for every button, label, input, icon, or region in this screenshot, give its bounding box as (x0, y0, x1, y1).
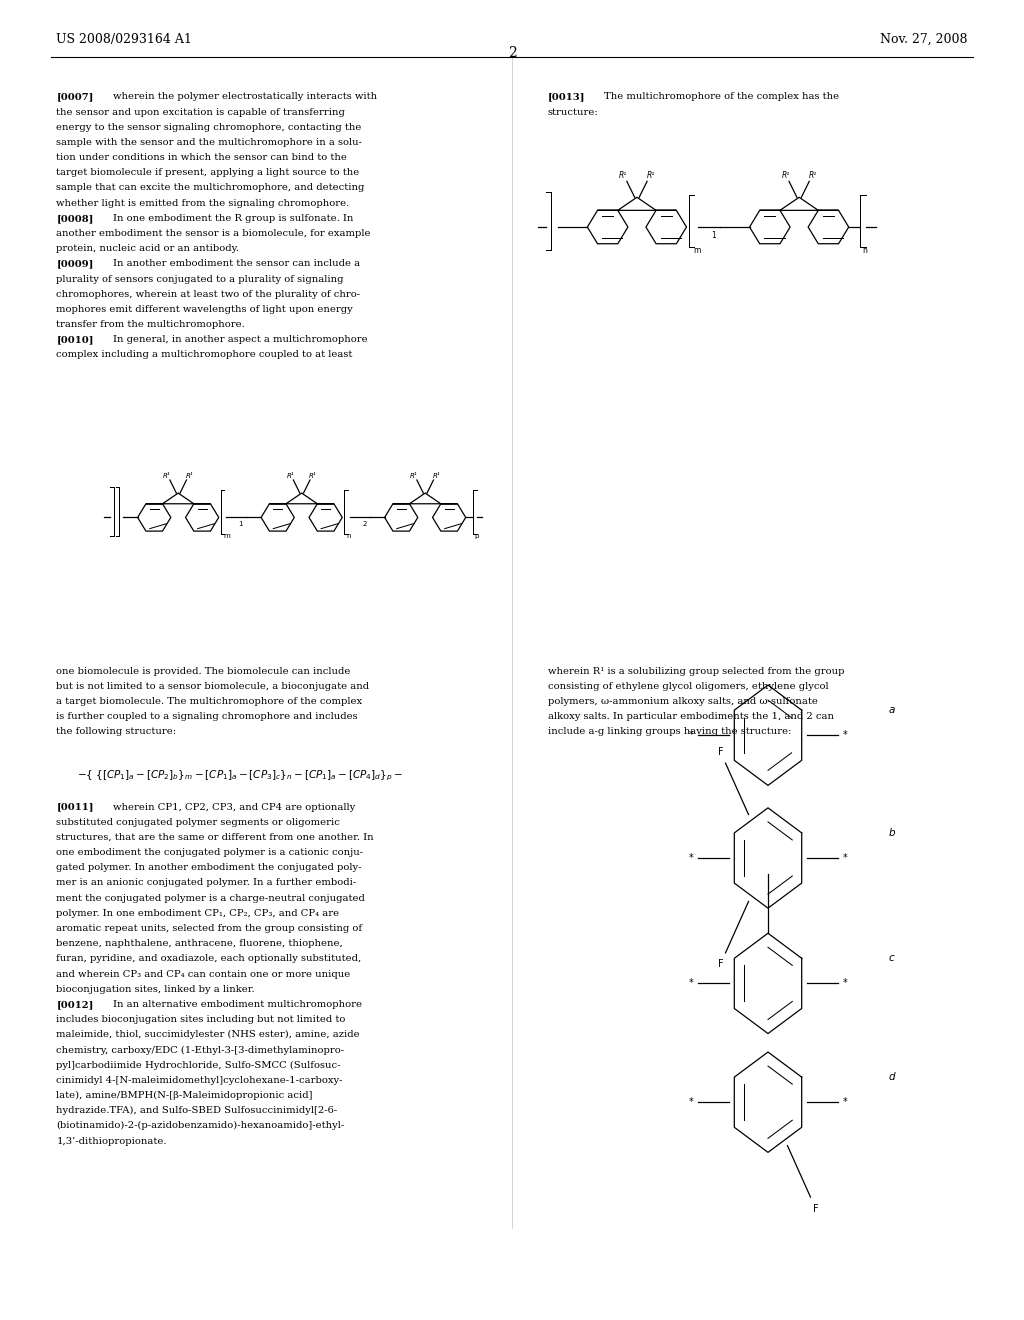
Text: target biomolecule if present, applying a light source to the: target biomolecule if present, applying … (56, 168, 359, 177)
Text: [0009]: [0009] (56, 259, 93, 268)
Text: bioconjugation sites, linked by a linker.: bioconjugation sites, linked by a linker… (56, 985, 255, 994)
Text: maleimide, thiol, succimidylester (NHS ester), amine, azide: maleimide, thiol, succimidylester (NHS e… (56, 1030, 360, 1039)
Text: F: F (718, 960, 723, 969)
Text: m: m (223, 533, 230, 539)
Text: structure:: structure: (548, 107, 599, 116)
Text: and wherein CP₃ and CP₄ can contain one or more unique: and wherein CP₃ and CP₄ can contain one … (56, 969, 350, 978)
Text: benzene, naphthalene, anthracene, fluorene, thiophene,: benzene, naphthalene, anthracene, fluore… (56, 940, 343, 948)
Text: 1: 1 (239, 521, 243, 527)
Text: *: * (843, 1097, 848, 1107)
Text: sample that can excite the multichromophore, and detecting: sample that can excite the multichromoph… (56, 183, 365, 193)
Text: R¹: R¹ (163, 473, 171, 479)
Text: R¹: R¹ (809, 170, 817, 180)
Text: hydrazide.TFA), and Sulfo-SBED Sulfosuccinimidyl[2-6-: hydrazide.TFA), and Sulfo-SBED Sulfosucc… (56, 1106, 338, 1115)
Text: pyl]carbodiimide Hydrochloride, Sulfo-SMCC (Sulfosuc-: pyl]carbodiimide Hydrochloride, Sulfo-SM… (56, 1061, 341, 1069)
Text: In an alternative embodiment multichromophore: In an alternative embodiment multichromo… (113, 1001, 361, 1008)
Text: R¹: R¹ (646, 170, 654, 180)
Text: a: a (889, 705, 895, 715)
Text: polymers, ω-ammonium alkoxy salts, and ω-sulfonate: polymers, ω-ammonium alkoxy salts, and ω… (548, 697, 818, 706)
Text: R¹: R¹ (781, 170, 790, 180)
Text: R¹: R¹ (185, 473, 194, 479)
Text: [0008]: [0008] (56, 214, 93, 223)
Text: In one embodiment the R group is sulfonate. In: In one embodiment the R group is sulfona… (113, 214, 353, 223)
Text: R¹: R¹ (620, 170, 628, 180)
Text: (biotinamido)-2-(p-azidobenzamido)-hexanoamido]-ethyl-: (biotinamido)-2-(p-azidobenzamido)-hexan… (56, 1121, 344, 1130)
Text: In another embodiment the sensor can include a: In another embodiment the sensor can inc… (113, 259, 359, 268)
Text: *: * (843, 853, 848, 863)
Text: *: * (843, 978, 848, 989)
Text: [0007]: [0007] (56, 92, 93, 102)
Text: mophores emit different wavelengths of light upon energy: mophores emit different wavelengths of l… (56, 305, 353, 314)
Text: *: * (688, 1097, 693, 1107)
Text: R¹: R¹ (411, 473, 418, 479)
Text: R¹: R¹ (287, 473, 295, 479)
Text: m: m (693, 246, 700, 255)
Text: *: * (688, 978, 693, 989)
Text: chromophores, wherein at least two of the plurality of chro-: chromophores, wherein at least two of th… (56, 289, 360, 298)
Text: US 2008/0293164 A1: US 2008/0293164 A1 (56, 33, 193, 46)
Text: complex including a multichromophore coupled to at least: complex including a multichromophore cou… (56, 350, 352, 359)
Text: chemistry, carboxy/EDC (1-Ethyl-3-[3-dimethylaminopro-: chemistry, carboxy/EDC (1-Ethyl-3-[3-dim… (56, 1045, 344, 1055)
Text: c: c (889, 953, 895, 964)
Text: In general, in another aspect a multichromophore: In general, in another aspect a multichr… (113, 335, 368, 345)
Text: tion under conditions in which the sensor can bind to the: tion under conditions in which the senso… (56, 153, 347, 162)
Text: R¹: R¹ (309, 473, 316, 479)
Text: aromatic repeat units, selected from the group consisting of: aromatic repeat units, selected from the… (56, 924, 362, 933)
Text: [0010]: [0010] (56, 335, 94, 345)
Text: Nov. 27, 2008: Nov. 27, 2008 (881, 33, 968, 46)
Text: 2: 2 (508, 46, 516, 61)
Text: a target biomolecule. The multichromophore of the complex: a target biomolecule. The multichromopho… (56, 697, 362, 706)
Text: *: * (688, 730, 693, 741)
Text: b: b (889, 828, 895, 838)
Text: the following structure:: the following structure: (56, 727, 176, 737)
Text: one embodiment the conjugated polymer is a cationic conju-: one embodiment the conjugated polymer is… (56, 847, 364, 857)
Text: is further coupled to a signaling chromophore and includes: is further coupled to a signaling chromo… (56, 713, 358, 721)
Text: mer is an anionic conjugated polymer. In a further embodi-: mer is an anionic conjugated polymer. In… (56, 879, 356, 887)
Text: R¹: R¹ (432, 473, 440, 479)
Text: F: F (718, 747, 723, 756)
Text: *: * (688, 853, 693, 863)
Text: [0012]: [0012] (56, 1001, 93, 1008)
Text: the sensor and upon excitation is capable of transferring: the sensor and upon excitation is capabl… (56, 107, 345, 116)
Text: another embodiment the sensor is a biomolecule, for example: another embodiment the sensor is a biomo… (56, 228, 371, 238)
Text: 2: 2 (362, 521, 367, 527)
Text: *: * (843, 730, 848, 741)
Text: sample with the sensor and the multichromophore in a solu-: sample with the sensor and the multichro… (56, 137, 362, 147)
Text: include a-g linking groups having the structure:: include a-g linking groups having the st… (548, 727, 792, 737)
Text: ment the conjugated polymer is a charge-neutral conjugated: ment the conjugated polymer is a charge-… (56, 894, 366, 903)
Text: plurality of sensors conjugated to a plurality of signaling: plurality of sensors conjugated to a plu… (56, 275, 344, 284)
Text: p: p (474, 533, 478, 539)
Text: furan, pyridine, and oxadiazole, each optionally substituted,: furan, pyridine, and oxadiazole, each op… (56, 954, 361, 964)
Text: protein, nucleic acid or an antibody.: protein, nucleic acid or an antibody. (56, 244, 240, 253)
Text: 1,3’-dithiopropionate.: 1,3’-dithiopropionate. (56, 1137, 167, 1146)
Text: polymer. In one embodiment CP₁, CP₂, CP₃, and CP₄ are: polymer. In one embodiment CP₁, CP₂, CP₃… (56, 908, 339, 917)
Text: n: n (862, 246, 867, 255)
Text: d: d (889, 1072, 895, 1082)
Text: consisting of ethylene glycol oligomers, ethylene glycol: consisting of ethylene glycol oligomers,… (548, 681, 828, 690)
Text: 1: 1 (711, 231, 716, 240)
Text: wherein the polymer electrostatically interacts with: wherein the polymer electrostatically in… (113, 92, 377, 102)
Text: $-\{\ \{[CP_1]_a-[CP_2]_b\}_m-[CP_1]_a-[CP_3]_c\}_n-[CP_1]_a-[CP_4]_d\}_p-$: $-\{\ \{[CP_1]_a-[CP_2]_b\}_m-[CP_1]_a-[… (77, 768, 402, 783)
Text: F: F (813, 1204, 818, 1213)
Text: alkoxy salts. In particular embodiments the 1, and 2 can: alkoxy salts. In particular embodiments … (548, 713, 834, 721)
Text: wherein CP1, CP2, CP3, and CP4 are optionally: wherein CP1, CP2, CP3, and CP4 are optio… (113, 803, 355, 812)
Text: n: n (347, 533, 351, 539)
Text: [0011]: [0011] (56, 803, 94, 812)
Text: includes bioconjugation sites including but not limited to: includes bioconjugation sites including … (56, 1015, 346, 1024)
Text: but is not limited to a sensor biomolecule, a bioconjugate and: but is not limited to a sensor biomolecu… (56, 681, 370, 690)
Text: [0013]: [0013] (548, 92, 586, 102)
Text: structures, that are the same or different from one another. In: structures, that are the same or differe… (56, 833, 374, 842)
Text: whether light is emitted from the signaling chromophore.: whether light is emitted from the signal… (56, 198, 349, 207)
Text: cinimidyl 4-[N-maleimidomethyl]cyclohexane-1-carboxy-: cinimidyl 4-[N-maleimidomethyl]cyclohexa… (56, 1076, 343, 1085)
Text: The multichromophore of the complex has the: The multichromophore of the complex has … (604, 92, 840, 102)
Text: energy to the sensor signaling chromophore, contacting the: energy to the sensor signaling chromopho… (56, 123, 361, 132)
Text: late), amine/BMPH(N-[β-Maleimidopropionic acid]: late), amine/BMPH(N-[β-Maleimidopropioni… (56, 1090, 312, 1100)
Text: one biomolecule is provided. The biomolecule can include: one biomolecule is provided. The biomole… (56, 667, 350, 676)
Text: wherein R¹ is a solubilizing group selected from the group: wherein R¹ is a solubilizing group selec… (548, 667, 845, 676)
Text: gated polymer. In another embodiment the conjugated poly-: gated polymer. In another embodiment the… (56, 863, 361, 873)
Text: transfer from the multichromophore.: transfer from the multichromophore. (56, 319, 245, 329)
Text: substituted conjugated polymer segments or oligomeric: substituted conjugated polymer segments … (56, 817, 340, 826)
